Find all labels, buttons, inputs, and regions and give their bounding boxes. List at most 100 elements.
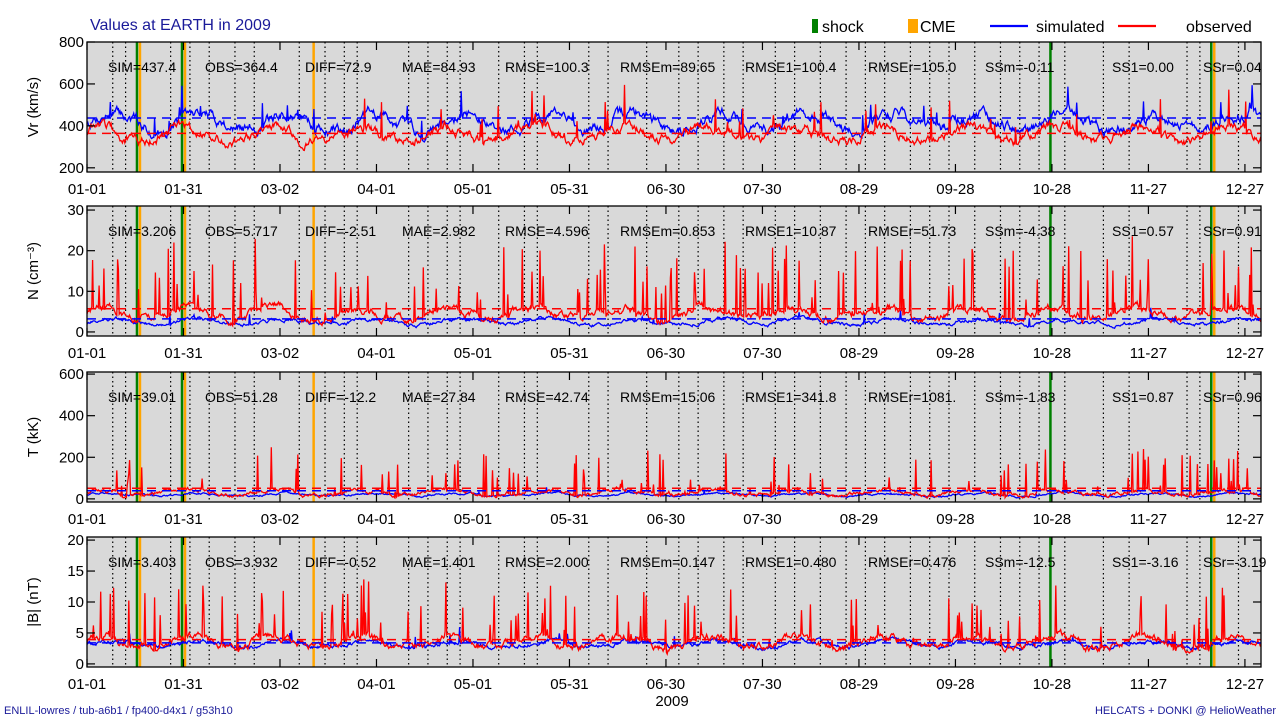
stat-label: OBS=51.28	[205, 389, 278, 405]
x-tick-label: 10-28	[1033, 511, 1071, 528]
stat-label: RMSEm=0.853	[620, 223, 716, 239]
stat-label: MAE=84.93	[402, 59, 476, 75]
stat-label: OBS=364.4	[205, 59, 278, 75]
x-tick-label: 05-31	[550, 181, 588, 198]
stat-label: MAE=2.982	[402, 223, 476, 239]
series-observed-b	[87, 579, 1261, 656]
x-tick-label: 08-29	[840, 181, 878, 198]
stat-label: MAE=27.84	[402, 389, 476, 405]
stat-label: RMSEm=15.06	[620, 389, 716, 405]
stat-label: SSm=-12.5	[985, 554, 1056, 570]
stat-label: RMSE=2.000	[505, 554, 589, 570]
x-tick-label: 01-01	[68, 345, 106, 362]
x-tick-label: 07-30	[743, 511, 781, 528]
y-tick-label: 600	[59, 76, 84, 93]
panel-frame	[86, 371, 1262, 503]
y-tick-label: 200	[59, 449, 84, 466]
x-tick-label: 10-28	[1033, 345, 1071, 362]
stat-label: SSm=-1.83	[985, 389, 1056, 405]
y-tick-label: 0	[76, 324, 84, 341]
y-tick-label: 5	[76, 625, 84, 642]
x-tick-label: 11-27	[1130, 676, 1167, 693]
legend-label-simulated: simulated	[1036, 19, 1104, 36]
chart-title: Values at EARTH in 2009	[90, 17, 271, 34]
stat-label: RMSEm=0.147	[620, 554, 716, 570]
x-tick-label: 06-30	[647, 181, 685, 198]
y-tick-label: 30	[67, 202, 84, 219]
y-tick-label: 0	[76, 491, 84, 508]
x-tick-label: 01-01	[68, 511, 106, 528]
panel-frame	[86, 205, 1262, 337]
x-tick-label: 01-31	[164, 511, 202, 528]
stat-label: RMSE=100.3	[505, 59, 589, 75]
x-tick-label: 01-01	[68, 181, 106, 198]
stat-label: SIM=3.206	[108, 223, 176, 239]
stat-label: DIFF=72.9	[305, 59, 372, 75]
x-tick-label: 05-31	[550, 676, 588, 693]
x-tick-label: 03-02	[261, 676, 299, 693]
series-simulated-vr	[87, 85, 1261, 144]
stat-label: SSr=-3.19	[1203, 554, 1267, 570]
y-axis-label: N (cm⁻³)	[25, 242, 42, 300]
x-tick-label: 06-30	[647, 676, 685, 693]
x-tick-label: 12-27	[1226, 511, 1264, 528]
x-tick-label: 05-31	[550, 511, 588, 528]
series-observed-vr	[87, 84, 1261, 152]
x-tick-label: 11-27	[1130, 181, 1167, 198]
panel-b: 0 5 10 15 20 01-01 01-31 03-02 04-01 05-01 05-31 06…	[25, 532, 1267, 693]
x-tick-label: 01-31	[164, 181, 202, 198]
x-tick-label: 07-30	[743, 181, 781, 198]
stat-label: RMSE=42.74	[505, 389, 589, 405]
legend-label-observed: observed	[1186, 19, 1252, 36]
x-tick-label: 09-28	[936, 511, 974, 528]
stat-label: DIFF=-12.2	[305, 389, 376, 405]
stat-label: SSr=0.96	[1203, 389, 1262, 405]
x-tick-label: 01-31	[164, 345, 202, 362]
y-axis-label: |B| (nT)	[25, 577, 42, 626]
x-tick-label: 03-02	[261, 181, 299, 198]
x-tick-label: 09-28	[936, 181, 974, 198]
panel-n: 0 10 20 30 01-01 01-31 03-02 04-01 05-01 05-31 06-…	[25, 202, 1264, 362]
x-tick-label: 12-27	[1226, 676, 1264, 693]
y-tick-label: 200	[59, 160, 84, 177]
stat-label: SS1=-3.16	[1112, 554, 1179, 570]
stat-label: SS1=0.57	[1112, 223, 1174, 239]
x-tick-label: 03-02	[261, 345, 299, 362]
stat-label: MAE=1.401	[402, 554, 476, 570]
x-tick-label: 08-29	[840, 345, 878, 362]
y-tick-label: 10	[67, 594, 84, 611]
legend: shock CME simulated observed	[812, 19, 1252, 36]
stat-label: SSm=-4.38	[985, 223, 1056, 239]
stat-label: OBS=5.717	[205, 223, 278, 239]
y-tick-label: 10	[67, 283, 84, 300]
y-axis-label: Vr (km/s)	[25, 77, 42, 137]
x-tick-label: 04-01	[357, 181, 395, 198]
stat-label: RMSE=4.596	[505, 223, 589, 239]
footer-right: HELCATS + DONKI @ HelioWeather	[1095, 705, 1276, 717]
stat-label: SIM=3.403	[108, 554, 176, 570]
stat-label: DIFF=-0.52	[305, 554, 376, 570]
x-tick-label: 08-29	[840, 676, 878, 693]
stat-label: SSr=0.04	[1203, 59, 1262, 75]
y-tick-label: 0	[76, 656, 84, 673]
stat-label: DIFF=-2.51	[305, 223, 376, 239]
x-tick-label: 06-30	[647, 511, 685, 528]
y-tick-label: 800	[59, 34, 84, 51]
stat-label: SIM=437.4	[108, 59, 176, 75]
y-tick-label: 400	[59, 408, 84, 425]
y-axis-label: T (kK)	[25, 417, 42, 458]
x-tick-label: 11-27	[1130, 345, 1167, 362]
stat-label: RMSEr=1081.	[868, 389, 956, 405]
legend-swatch-cme	[908, 19, 918, 33]
legend-swatch-shock	[812, 19, 818, 33]
x-tick-label: 04-01	[357, 511, 395, 528]
series-simulated-n	[87, 307, 1261, 330]
stat-label: SSr=0.91	[1203, 223, 1262, 239]
x-tick-label: 09-28	[936, 676, 974, 693]
panel-vr: 200 400 600 800 01-01 01-31 03-02 04-01 05-01 05-…	[25, 34, 1264, 198]
x-tick-label: 07-30	[743, 345, 781, 362]
x-tick-label: 10-28	[1033, 676, 1071, 693]
y-tick-label: 20	[67, 243, 84, 260]
stat-label: RMSE1=341.8	[745, 389, 837, 405]
x-tick-label: 01-31	[164, 676, 202, 693]
